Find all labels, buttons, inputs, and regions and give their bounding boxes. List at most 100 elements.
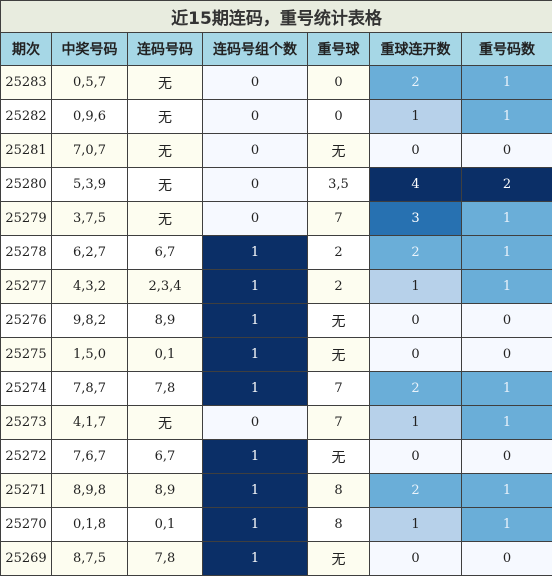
repeat-ball-cell: 无 bbox=[308, 440, 370, 474]
repeat-streak-cell: 0 bbox=[370, 338, 462, 372]
consecutive-number-cell: 0,1 bbox=[128, 508, 203, 542]
consecutive-group-count-cell: 1 bbox=[203, 508, 308, 542]
repeat-streak-cell: 1 bbox=[370, 406, 462, 440]
repeat-ball-cell: 无 bbox=[308, 338, 370, 372]
repeat-streak-cell: 0 bbox=[370, 542, 462, 576]
consecutive-number-cell: 无 bbox=[128, 406, 203, 440]
repeat-ball-cell: 0 bbox=[308, 100, 370, 134]
winning-number-cell: 1,5,0 bbox=[52, 338, 128, 372]
repeat-ball-cell: 无 bbox=[308, 304, 370, 338]
winning-number-cell: 0,5,7 bbox=[52, 66, 128, 100]
repeat-streak-cell: 0 bbox=[370, 304, 462, 338]
repeat-streak-cell: 2 bbox=[370, 372, 462, 406]
winning-number-cell: 7,6,7 bbox=[52, 440, 128, 474]
consecutive-group-count-cell: 0 bbox=[203, 202, 308, 236]
winning-number-cell: 8,9,8 bbox=[52, 474, 128, 508]
repeat-ball-cell: 7 bbox=[308, 406, 370, 440]
consecutive-group-count-cell: 1 bbox=[203, 338, 308, 372]
repeat-ball-cell: 8 bbox=[308, 508, 370, 542]
repeat-ball-cell: 3,5 bbox=[308, 168, 370, 202]
period-cell: 25269 bbox=[1, 542, 52, 576]
header-row: 期次 中奖号码 连码号码 连码号组个数 重号球 重球连开数 重号码数 bbox=[1, 33, 552, 66]
repeat-streak-cell: 0 bbox=[370, 440, 462, 474]
repeat-streak-cell: 1 bbox=[370, 100, 462, 134]
consecutive-number-cell: 无 bbox=[128, 100, 203, 134]
repeat-streak-cell: 1 bbox=[370, 270, 462, 304]
repeat-streak-cell: 2 bbox=[370, 474, 462, 508]
period-cell: 25271 bbox=[1, 474, 52, 508]
consecutive-number-cell: 6,7 bbox=[128, 236, 203, 270]
period-cell: 25282 bbox=[1, 100, 52, 134]
header-consecutive-number: 连码号码 bbox=[128, 33, 203, 66]
repeat-ball-cell: 7 bbox=[308, 372, 370, 406]
period-cell: 25274 bbox=[1, 372, 52, 406]
repeat-count-cell: 1 bbox=[462, 100, 552, 134]
period-cell: 25283 bbox=[1, 66, 52, 100]
consecutive-number-cell: 8,9 bbox=[128, 474, 203, 508]
period-cell: 25275 bbox=[1, 338, 52, 372]
consecutive-number-cell: 7,8 bbox=[128, 542, 203, 576]
repeat-ball-cell: 8 bbox=[308, 474, 370, 508]
consecutive-group-count-cell: 1 bbox=[203, 474, 308, 508]
consecutive-group-count-cell: 1 bbox=[203, 372, 308, 406]
repeat-streak-cell: 2 bbox=[370, 66, 462, 100]
repeat-ball-cell: 2 bbox=[308, 270, 370, 304]
consecutive-group-count-cell: 1 bbox=[203, 304, 308, 338]
period-cell: 25278 bbox=[1, 236, 52, 270]
repeat-ball-cell: 7 bbox=[308, 202, 370, 236]
consecutive-group-count-cell: 0 bbox=[203, 66, 308, 100]
consecutive-number-cell: 7,8 bbox=[128, 372, 203, 406]
consecutive-number-cell: 6,7 bbox=[128, 440, 203, 474]
consecutive-number-cell: 无 bbox=[128, 134, 203, 168]
repeat-streak-cell: 1 bbox=[370, 508, 462, 542]
period-cell: 25277 bbox=[1, 270, 52, 304]
repeat-count-cell: 1 bbox=[462, 372, 552, 406]
consecutive-group-count-cell: 1 bbox=[203, 236, 308, 270]
winning-number-cell: 0,1,8 bbox=[52, 508, 128, 542]
repeat-count-cell: 1 bbox=[462, 474, 552, 508]
repeat-streak-cell: 2 bbox=[370, 236, 462, 270]
header-repeat-ball: 重号球 bbox=[308, 33, 370, 66]
repeat-count-cell: 2 bbox=[462, 168, 552, 202]
repeat-ball-cell: 0 bbox=[308, 66, 370, 100]
consecutive-number-cell: 2,3,4 bbox=[128, 270, 203, 304]
consecutive-number-cell: 无 bbox=[128, 202, 203, 236]
header-period: 期次 bbox=[1, 33, 52, 66]
period-cell: 25281 bbox=[1, 134, 52, 168]
consecutive-number-cell: 0,1 bbox=[128, 338, 203, 372]
consecutive-group-count-cell: 0 bbox=[203, 406, 308, 440]
repeat-ball-cell: 无 bbox=[308, 542, 370, 576]
winning-number-cell: 8,7,5 bbox=[52, 542, 128, 576]
repeat-streak-cell: 3 bbox=[370, 202, 462, 236]
header-repeat-count: 重号码数 bbox=[462, 33, 552, 66]
header-winning-number: 中奖号码 bbox=[52, 33, 128, 66]
consecutive-group-count-cell: 1 bbox=[203, 440, 308, 474]
repeat-count-cell: 0 bbox=[462, 338, 552, 372]
winning-number-cell: 5,3,9 bbox=[52, 168, 128, 202]
repeat-ball-cell: 无 bbox=[308, 134, 370, 168]
repeat-count-cell: 0 bbox=[462, 304, 552, 338]
consecutive-group-count-cell: 1 bbox=[203, 270, 308, 304]
repeat-count-cell: 0 bbox=[462, 440, 552, 474]
winning-number-cell: 4,3,2 bbox=[52, 270, 128, 304]
repeat-streak-cell: 4 bbox=[370, 168, 462, 202]
winning-number-cell: 0,9,6 bbox=[52, 100, 128, 134]
consecutive-group-count-cell: 1 bbox=[203, 542, 308, 576]
consecutive-group-count-cell: 0 bbox=[203, 134, 308, 168]
period-cell: 25270 bbox=[1, 508, 52, 542]
winning-number-cell: 7,0,7 bbox=[52, 134, 128, 168]
consecutive-number-cell: 8,9 bbox=[128, 304, 203, 338]
repeat-count-cell: 1 bbox=[462, 236, 552, 270]
